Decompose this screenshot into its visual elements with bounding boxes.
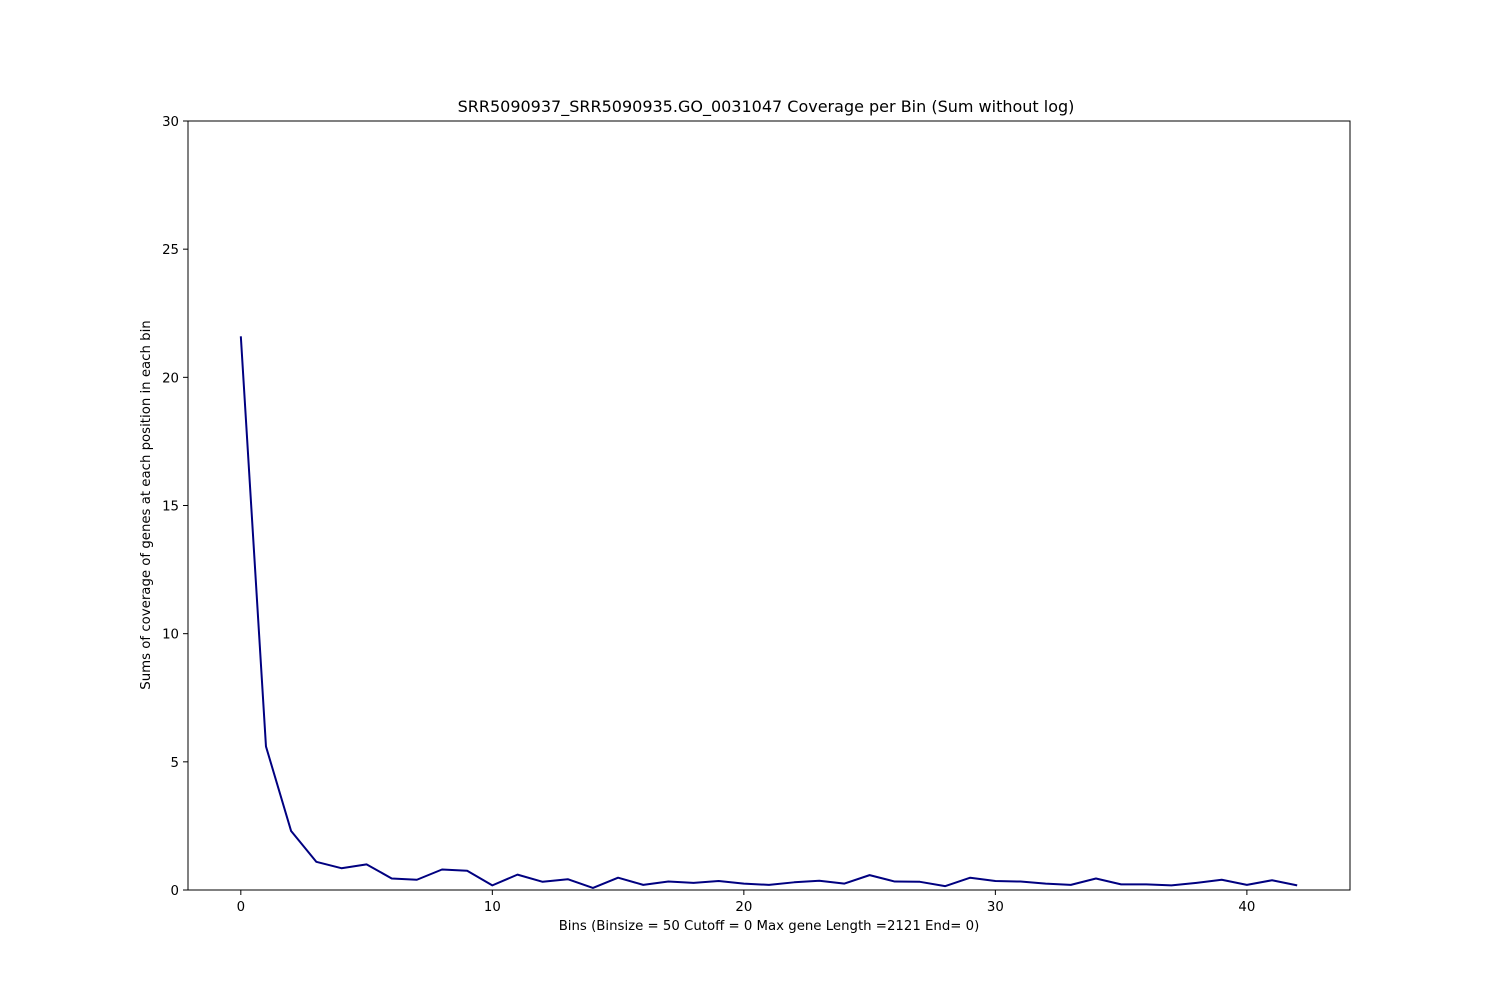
x-tick-label: 0 (237, 900, 245, 915)
y-tick-label: 20 (162, 371, 179, 386)
y-tick-label: 15 (162, 500, 179, 515)
chart-title: SRR5090937_SRR5090935.GO_0031047 Coverag… (458, 97, 1075, 117)
y-tick-label: 0 (171, 884, 179, 899)
x-tick-label: 10 (484, 900, 501, 915)
y-tick-label: 10 (162, 628, 179, 643)
x-tick-label: 20 (735, 900, 752, 915)
x-axis-label: Bins (Binsize = 50 Cutoff = 0 Max gene L… (559, 919, 980, 934)
series-line (239, 336, 1298, 889)
plot-frame (187, 120, 1351, 891)
y-axis-label: Sums of coverage of genes at each positi… (139, 320, 154, 689)
x-tick-label: 40 (1238, 900, 1255, 915)
y-tick-label: 25 (162, 243, 179, 258)
x-tick-label: 30 (987, 900, 1004, 915)
y-tick-label: 30 (162, 115, 179, 130)
y-tick-label: 5 (171, 756, 179, 771)
plot-area: 0 10 20 30 40 0 5 10 15 20 25 30 (162, 115, 1351, 915)
